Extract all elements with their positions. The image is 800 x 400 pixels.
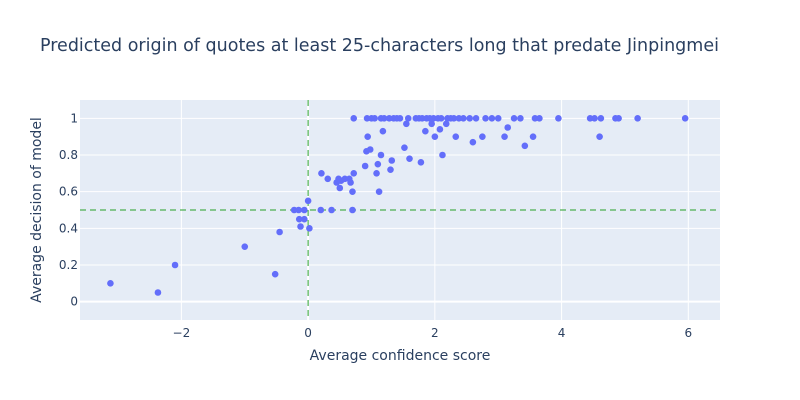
data-point — [349, 188, 356, 195]
data-point — [306, 225, 313, 232]
data-point — [373, 170, 380, 177]
data-point — [295, 215, 303, 223]
data-point — [380, 115, 388, 122]
y-tick-label: 0 — [70, 295, 78, 309]
x-tick-label: 4 — [558, 326, 566, 340]
data-point — [304, 197, 312, 205]
data-point — [417, 159, 425, 166]
data-point — [450, 115, 458, 122]
data-point — [295, 206, 302, 214]
x-tick-label: 6 — [684, 326, 692, 340]
x-tick-labels: −2 0 2 4 6 — [173, 326, 693, 340]
data-point — [297, 223, 304, 230]
data-point — [428, 120, 435, 128]
data-point — [241, 243, 249, 250]
y-tick-labels: 0 0.2 0.4 0.6 0.8 1 — [59, 111, 78, 308]
x-tick-label: 0 — [304, 326, 312, 340]
data-point — [536, 115, 543, 122]
data-point — [324, 175, 332, 183]
data-point — [301, 215, 308, 223]
data-point — [349, 206, 356, 214]
data-point — [347, 179, 354, 186]
data-point — [388, 157, 396, 164]
data-point — [377, 151, 385, 159]
data-point — [681, 115, 689, 122]
data-point — [529, 133, 537, 140]
y-tick-label: 0.2 — [59, 258, 78, 272]
data-point — [436, 126, 444, 133]
data-point — [431, 133, 439, 140]
data-point — [482, 115, 489, 122]
data-point — [504, 124, 512, 131]
data-point — [403, 120, 410, 128]
data-point — [271, 270, 279, 278]
y-tick-label: 1 — [70, 111, 78, 125]
data-point — [591, 115, 598, 122]
data-point — [488, 115, 496, 122]
data-point — [350, 115, 358, 122]
data-point — [555, 115, 562, 122]
y-axis-title: Average decision of model — [29, 117, 45, 303]
data-point — [422, 127, 429, 135]
data-point — [510, 115, 518, 122]
data-point — [460, 115, 467, 122]
data-point — [494, 115, 502, 122]
x-tick-label: 2 — [431, 326, 439, 340]
data-point — [366, 146, 374, 153]
chart-title: Predicted origin of quotes at least 25-c… — [40, 36, 719, 56]
data-point — [439, 151, 446, 159]
data-point — [328, 206, 335, 214]
data-point — [401, 144, 408, 151]
data-point — [501, 133, 508, 140]
data-point — [371, 115, 378, 122]
data-point — [517, 115, 524, 122]
data-point — [317, 206, 325, 214]
data-point — [466, 115, 474, 122]
data-points — [107, 115, 689, 296]
data-point — [442, 120, 450, 128]
data-point — [171, 261, 179, 269]
y-tick-label: 0.6 — [59, 185, 78, 199]
data-point — [404, 115, 412, 122]
data-point — [472, 115, 480, 122]
data-point — [336, 184, 344, 192]
data-point — [596, 133, 603, 140]
data-point — [479, 133, 486, 140]
data-point — [375, 188, 383, 195]
data-point — [154, 289, 162, 296]
data-point — [521, 142, 529, 150]
data-point — [406, 155, 413, 162]
data-point — [634, 115, 641, 122]
data-point — [350, 170, 358, 177]
data-point — [361, 162, 369, 170]
data-point — [469, 138, 477, 146]
data-point — [396, 115, 404, 122]
data-point — [301, 206, 308, 214]
data-point — [374, 160, 382, 168]
data-point — [437, 115, 445, 122]
data-point — [452, 133, 460, 140]
data-point — [107, 280, 114, 287]
data-point — [615, 115, 622, 122]
y-tick-label: 0.4 — [59, 221, 78, 235]
x-axis-title: Average confidence score — [310, 348, 491, 364]
reference-lines — [80, 100, 720, 320]
y-tick-label: 0.8 — [59, 148, 78, 162]
data-point — [318, 170, 325, 177]
data-point — [387, 166, 394, 173]
data-point — [364, 133, 371, 140]
x-tick-label: −2 — [173, 326, 191, 340]
data-point — [276, 228, 283, 236]
data-point — [379, 127, 387, 135]
data-point — [597, 115, 605, 122]
